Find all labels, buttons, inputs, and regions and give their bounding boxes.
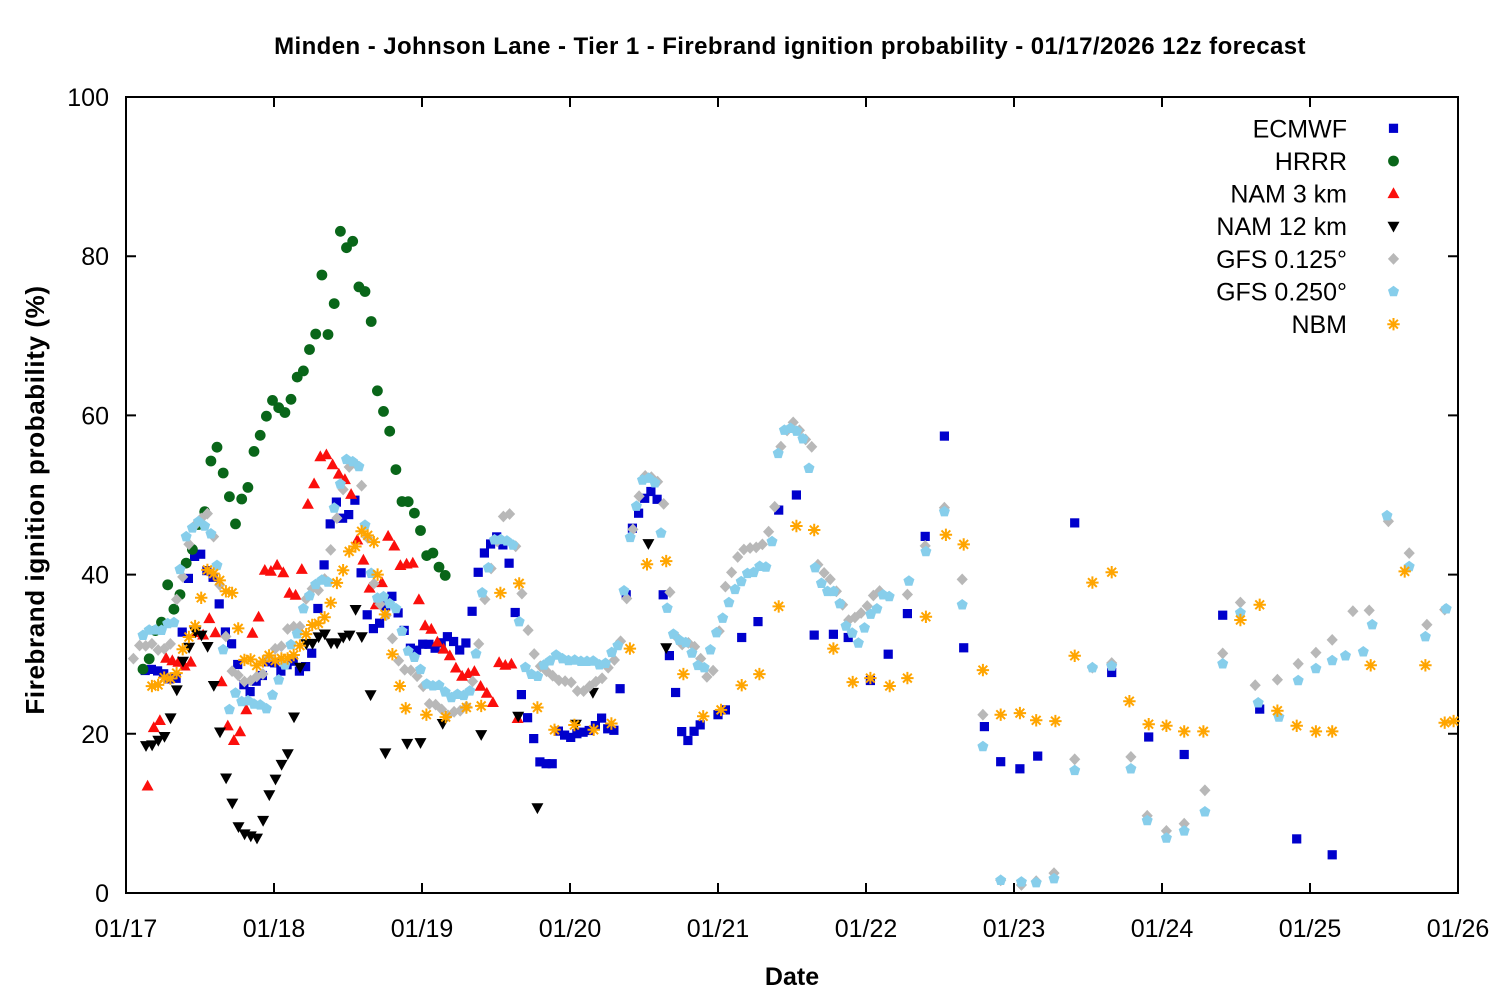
svg-text:01/17: 01/17: [95, 915, 158, 943]
svg-text:GFS 0.250°: GFS 0.250°: [1216, 279, 1347, 307]
svg-text:01/25: 01/25: [1279, 915, 1342, 943]
svg-text:01/23: 01/23: [983, 915, 1046, 943]
svg-text:100: 100: [67, 84, 109, 112]
svg-text:NAM 12 km: NAM 12 km: [1216, 213, 1347, 241]
svg-text:01/26: 01/26: [1427, 915, 1490, 943]
svg-text:01/22: 01/22: [835, 915, 898, 943]
svg-text:01/20: 01/20: [539, 915, 602, 943]
svg-text:20: 20: [81, 721, 109, 749]
svg-text:Minden - Johnson Lane - Tier 1: Minden - Johnson Lane - Tier 1 - Firebra…: [274, 33, 1306, 60]
svg-text:0: 0: [95, 880, 109, 908]
svg-text:01/19: 01/19: [391, 915, 454, 943]
svg-text:NAM 3 km: NAM 3 km: [1230, 181, 1347, 209]
svg-text:Date: Date: [765, 963, 819, 991]
svg-text:NBM: NBM: [1291, 311, 1347, 339]
svg-text:01/18: 01/18: [243, 915, 306, 943]
svg-text:01/24: 01/24: [1131, 915, 1194, 943]
svg-text:60: 60: [81, 402, 109, 430]
svg-text:HRRR: HRRR: [1275, 148, 1347, 176]
svg-text:ECMWF: ECMWF: [1253, 115, 1347, 143]
svg-text:40: 40: [81, 562, 109, 590]
svg-text:01/21: 01/21: [687, 915, 750, 943]
svg-text:80: 80: [81, 243, 109, 271]
svg-text:GFS 0.125°: GFS 0.125°: [1216, 246, 1347, 274]
svg-text:Firebrand ignition probability: Firebrand ignition probability (%): [20, 285, 50, 714]
